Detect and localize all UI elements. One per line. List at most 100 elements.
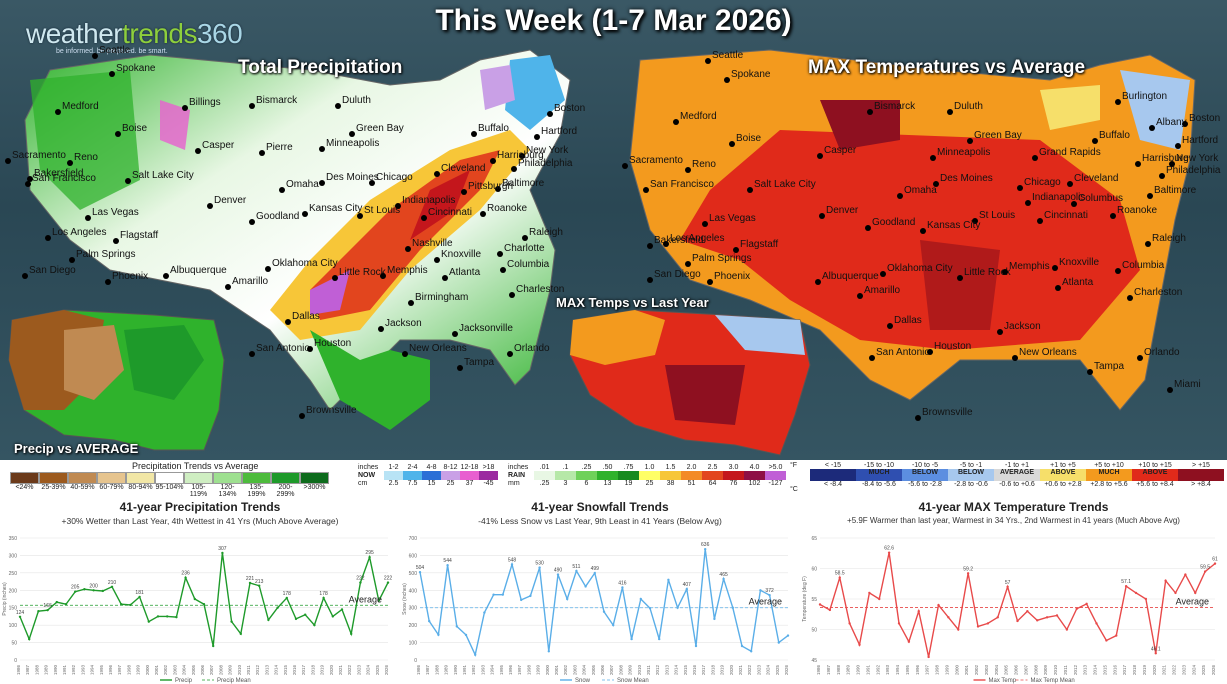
precip-city-dot (225, 284, 231, 290)
precip-city-dot (85, 215, 91, 221)
temp-city-dot (1159, 173, 1165, 179)
legend-swatch (534, 471, 555, 480)
legend-value: 12-18 (460, 464, 479, 471)
legend-swatch (597, 471, 618, 480)
temp-city-label: Hartford (1182, 135, 1219, 146)
x-tick-label: 2023 (1181, 664, 1186, 675)
data-point (907, 640, 911, 643)
precip-city-label: Memphis (387, 265, 428, 276)
precip-city-dot (27, 176, 33, 182)
data-point (1016, 619, 1019, 623)
precip-city-label: Philadelphia (518, 158, 573, 169)
data-point (331, 615, 334, 618)
temp-legend-f: +1 to +5 (1050, 462, 1076, 469)
precip-city-dot (69, 257, 75, 263)
data-point (858, 643, 861, 646)
x-tick-label: 1998 (126, 664, 131, 675)
precip-city-label: Birmingham (415, 292, 469, 303)
temp-city-label: San Diego (654, 269, 701, 280)
legend-value: 38 (666, 480, 675, 487)
x-tick-label: 2014 (1093, 664, 1098, 675)
temp-city-label: Philadelphia (1166, 165, 1221, 176)
legend-series-label: Precip (175, 678, 193, 684)
x-tick-label: 2012 (1073, 664, 1078, 675)
temp-city-dot (880, 271, 886, 277)
x-tick-label: 2015 (283, 664, 288, 675)
legend-swatch (555, 471, 576, 480)
temp-city-dot (865, 225, 871, 231)
x-tick-label: 2016 (1112, 664, 1117, 675)
temp-legend-f: > +15 (1192, 462, 1210, 469)
temp-city-label: Tampa (1094, 361, 1125, 372)
precip-city-label: Los Angeles (52, 227, 107, 238)
x-tick-label: 1992 (471, 664, 476, 675)
data-label: 178 (319, 591, 328, 597)
temp-city-dot (1052, 265, 1058, 271)
precip-city-label: Boston (554, 103, 586, 114)
temp-city-dot (1137, 355, 1143, 361)
temp-city-dot (915, 415, 921, 421)
data-label: 178 (283, 591, 292, 597)
y-tick-label: 100 (409, 641, 418, 647)
temp-legend-f: -15 to -10 (864, 462, 894, 469)
x-tick-label: 1997 (117, 664, 122, 675)
data-point (501, 593, 504, 596)
x-tick-label: 2013 (264, 664, 269, 675)
data-point (976, 625, 980, 628)
precip-city-label: Flagstaff (120, 230, 159, 241)
precip-city-label: Boise (122, 123, 148, 134)
legend-label: 105-119% (189, 484, 208, 498)
precip-city-label: Palm Springs (76, 249, 136, 260)
rain-legend: inches .01 .1 .25 .50 .75 1.0 1.5 2.0 2.5 3.0 4.0 >5… (508, 464, 786, 487)
x-tick-label: 2020 (729, 664, 734, 675)
x-tick-label: 1997 (925, 664, 930, 675)
precip-trend-legend-item: <24% (10, 472, 39, 498)
x-tick-label: 2018 (310, 664, 315, 675)
temp-city-dot (1169, 161, 1175, 167)
y-tick-label: 300 (9, 553, 18, 559)
temp-city-dot (1032, 155, 1038, 161)
legend-swatch (479, 471, 498, 480)
x-tick-label: 2022 (1172, 664, 1177, 675)
data-label: 465 (719, 572, 728, 578)
data-label: 307 (218, 546, 227, 552)
x-tick-label: 2011 (646, 665, 651, 675)
chart-title: 41-year Snowfall Trends (531, 500, 669, 514)
legend-mean-label: Max Temp Mean (1031, 678, 1075, 684)
y-tick-label: 100 (9, 623, 18, 629)
legend-label: 60-79% (99, 484, 124, 491)
snow-legend: inches 1-2 2-4 4-8 8-12 12-18 >18 NOW cm 2.5 7.5 15… (358, 464, 498, 487)
data-point (713, 617, 716, 621)
precip-city-label: Kansas City (309, 203, 363, 214)
legend-value: .25 (539, 480, 550, 487)
x-tick-label: 1999 (136, 664, 141, 675)
data-point (658, 637, 661, 641)
data-point (221, 551, 224, 555)
data-point (786, 634, 790, 637)
x-tick-label: 1987 (425, 664, 430, 675)
precip-city-label: Phoenix (112, 271, 149, 282)
legend-mean-label: Snow Mean (617, 678, 649, 684)
data-point (777, 641, 780, 644)
x-tick-label: 2007 (209, 664, 214, 675)
data-label: 222 (356, 576, 365, 582)
x-tick-label: 1990 (856, 664, 861, 675)
precip-city-label: Hartford (541, 126, 578, 137)
temp-city-label: Miami (1174, 379, 1201, 390)
precip-trend-legend-item: 60-79% (97, 472, 126, 498)
chart-subtitle: +5.9F Warmer than last year, Warmest in … (847, 516, 1180, 525)
temp-city-label: Albany (1156, 117, 1187, 128)
x-tick-label: 2021 (738, 664, 743, 675)
precip-city-label: Las Vegas (92, 207, 139, 218)
temp-legend-f: -5 to -1 (959, 462, 983, 469)
temp-legend-c: -0.6 to +0.6 (999, 481, 1035, 488)
x-tick-label: 1996 (108, 664, 113, 675)
snow-line-chart: 0 100 200 300 400 500 600 700 Snow (inches) 1986 1… (402, 536, 790, 684)
data-point (818, 603, 822, 606)
temp-city-label: Grand Rapids (1039, 147, 1101, 158)
temp-city-label: Omaha (904, 185, 937, 196)
data-point (1154, 652, 1157, 655)
temp-city-label: Boise (736, 133, 762, 144)
data-point (966, 572, 970, 575)
temp-legend-c: +5.6 to +8.4 (1136, 481, 1174, 488)
